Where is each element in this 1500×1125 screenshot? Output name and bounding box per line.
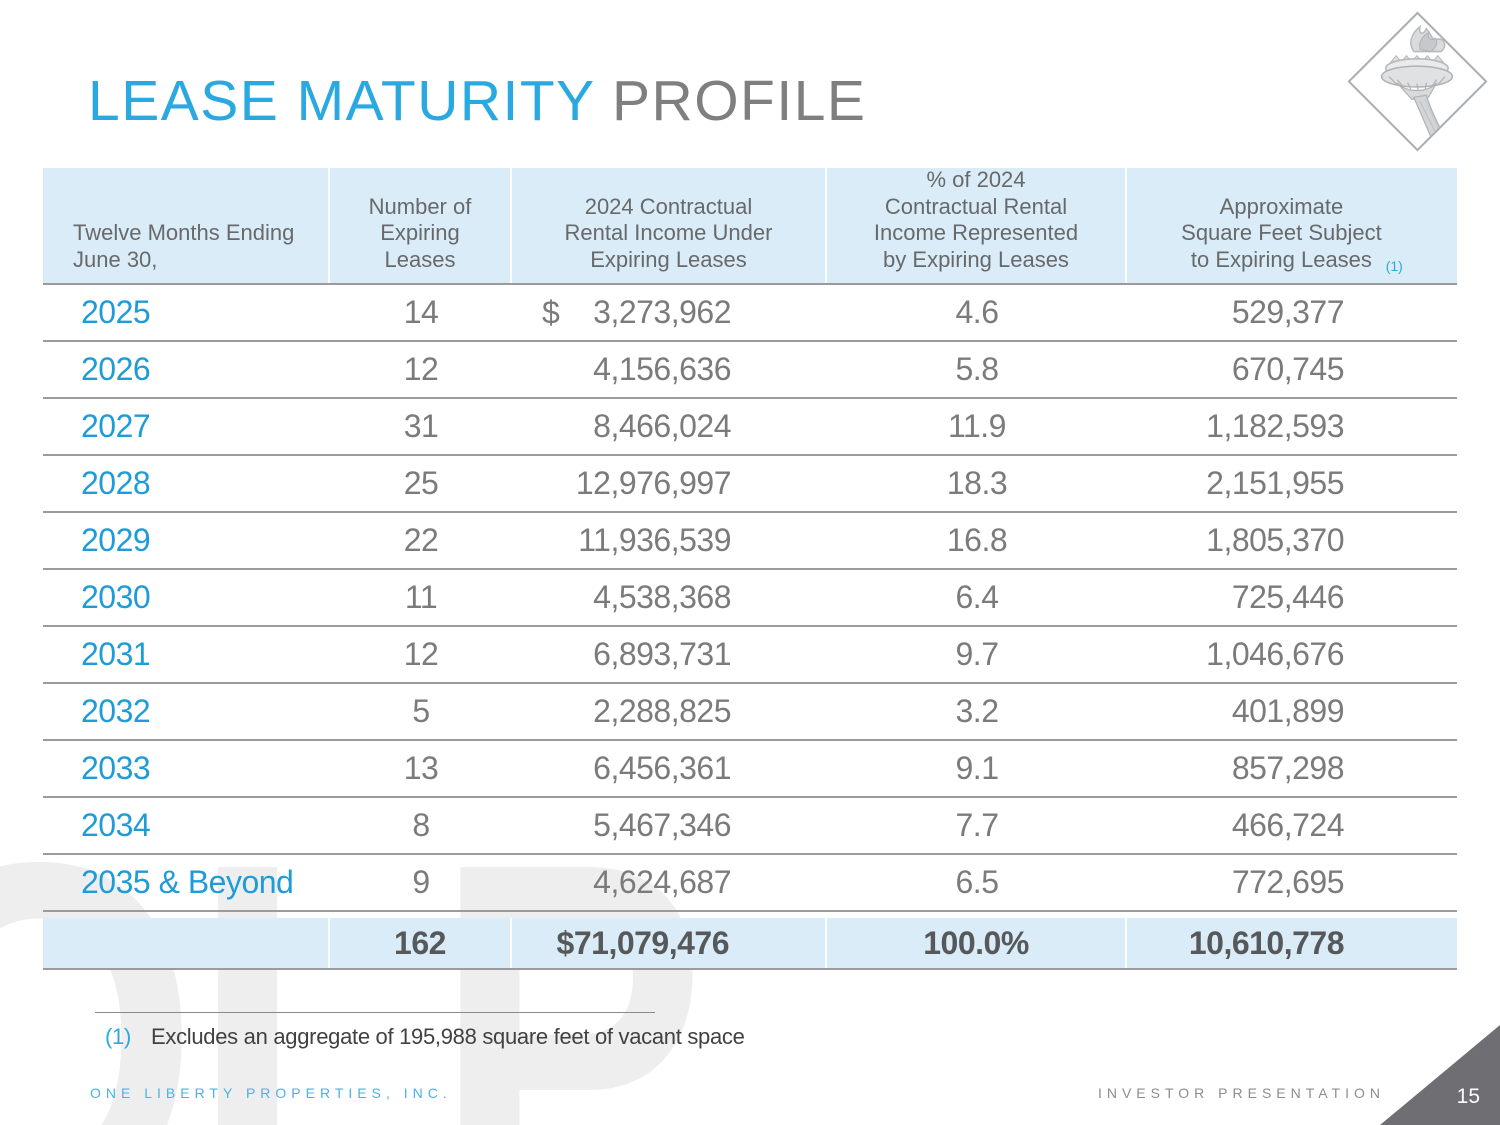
table-body: 2025 14 3,273,962 $ 4.6 529,377 2026 12 4,156,63…	[43, 285, 1457, 912]
footnote-text: Excludes an aggregate of 195,988 square …	[151, 1024, 745, 1049]
income-cell: 4,156,636	[593, 351, 731, 387]
year-cell: 2028	[81, 465, 151, 501]
year-cell: 2031	[81, 636, 151, 672]
header-square-feet: Approximate Square Feet Subject to Expir…	[1127, 168, 1457, 283]
table-row: 2034 8 5,467,346 7.7 466,724	[43, 798, 1457, 855]
leases-cell: 5	[412, 693, 430, 729]
leases-cell: 31	[403, 408, 439, 444]
income-cell: 3,273,962 $	[542, 294, 732, 330]
sqft-cell: 1,046,676	[1206, 636, 1344, 672]
leases-cell: 12	[403, 351, 439, 387]
total-label-cell	[43, 918, 330, 968]
lease-maturity-table: Twelve Months Ending June 30, Number of …	[43, 167, 1457, 970]
year-cell: 2032	[81, 693, 151, 729]
sqft-cell: 772,695	[1231, 864, 1345, 900]
sqft-cell: 857,298	[1231, 750, 1345, 786]
pct-cell: 5.8	[955, 351, 999, 387]
header-twelve-months: Twelve Months Ending June 30,	[43, 168, 330, 283]
sqft-cell: 2,151,955	[1206, 465, 1344, 501]
footnote: (1) Excludes an aggregate of 195,988 squa…	[105, 1024, 745, 1050]
total-sqft-cell: 10,610,778	[1188, 924, 1345, 961]
year-cell: 2030	[81, 579, 151, 615]
header-pct-income: % of 2024 Contractual Rental Income Repr…	[827, 167, 1127, 283]
pct-cell: 11.9	[948, 408, 1006, 444]
page-title: LEASE MATURITY PROFILE	[88, 68, 866, 134]
footnote-divider	[95, 1012, 655, 1013]
footnote-ref-icon: (1)	[1385, 258, 1403, 274]
table-row: 2028 25 12,976,997 18.3 2,151,955	[43, 456, 1457, 513]
pct-cell: 6.4	[955, 579, 999, 615]
table-row: 2031 12 6,893,731 9.7 1,046,676	[43, 627, 1457, 684]
table-row: 2035 & Beyond 9 4,624,687 6.5 772,695	[43, 855, 1457, 912]
footer-presentation-label: INVESTOR PRESENTATION	[1097, 1085, 1385, 1101]
income-cell: 12,976,997	[575, 465, 732, 501]
pct-cell: 18.3	[946, 465, 1008, 501]
table-row: 2029 22 11,936,539 16.8 1,805,370	[43, 513, 1457, 570]
income-cell: 6,456,361	[593, 750, 731, 786]
table-row: 2026 12 4,156,636 5.8 670,745	[43, 342, 1457, 399]
sqft-cell: 725,446	[1231, 579, 1345, 615]
sqft-cell: 1,805,370	[1206, 522, 1344, 558]
sqft-cell: 1,182,593	[1206, 408, 1344, 444]
year-cell: 2026	[81, 351, 151, 387]
year-cell: 2027	[81, 408, 151, 444]
sqft-cell: 401,899	[1231, 693, 1345, 729]
table-header-row: Twelve Months Ending June 30, Number of …	[43, 167, 1457, 285]
pct-cell: 4.6	[955, 294, 999, 330]
table-total-row: 162 $71,079,476 100.0% 10,610,778	[43, 918, 1457, 970]
header-number-expiring: Number of Expiring Leases	[330, 168, 512, 283]
table-row: 2033 13 6,456,361 9.1 857,298	[43, 741, 1457, 798]
sqft-cell: 466,724	[1231, 807, 1345, 843]
table-row: 2030 11 4,538,368 6.4 725,446	[43, 570, 1457, 627]
leases-cell: 12	[403, 636, 439, 672]
sqft-cell: 670,745	[1231, 351, 1345, 387]
sqft-cell: 529,377	[1231, 294, 1345, 330]
year-cell: 2035 & Beyond	[81, 864, 294, 900]
table-row: 2025 14 3,273,962 $ 4.6 529,377	[43, 285, 1457, 342]
year-cell: 2034	[81, 807, 151, 843]
total-pct-cell: 100.0%	[827, 918, 1127, 968]
total-income-cell: $71,079,476	[512, 918, 827, 968]
pct-cell: 9.1	[955, 750, 999, 786]
torch-icon	[1347, 14, 1487, 152]
pct-cell: 9.7	[955, 636, 999, 672]
corner-triangle	[1380, 1025, 1500, 1125]
leases-cell: 22	[403, 522, 439, 558]
income-cell: 11,936,539	[578, 522, 731, 558]
table-row: 2027 31 8,466,024 11.9 1,182,593	[43, 399, 1457, 456]
leases-cell: 25	[403, 465, 439, 501]
year-cell: 2029	[81, 522, 151, 558]
page-number: 15	[1456, 1085, 1480, 1108]
leases-cell: 14	[403, 294, 439, 330]
leases-cell: 13	[403, 750, 439, 786]
pct-cell: 16.8	[946, 522, 1008, 558]
income-cell: 2,288,825	[593, 693, 731, 729]
income-cell: 8,466,024	[593, 408, 731, 444]
income-cell: 5,467,346	[593, 807, 731, 843]
year-cell: 2033	[81, 750, 151, 786]
page-title-highlight: LEASE MATURITY	[88, 69, 613, 133]
leases-cell: 8	[412, 807, 430, 843]
year-cell: 2025	[81, 294, 151, 330]
table-row: 2032 5 2,288,825 3.2 401,899	[43, 684, 1457, 741]
company-logo	[1347, 11, 1488, 152]
footer-company-name: ONE LIBERTY PROPERTIES, INC.	[90, 1085, 452, 1101]
pct-cell: 7.7	[955, 807, 999, 843]
total-leases-cell: 162	[330, 918, 512, 968]
dollar-sign: $	[542, 294, 560, 330]
leases-cell: 11	[404, 579, 438, 615]
pct-cell: 6.5	[955, 864, 999, 900]
header-contractual-income: 2024 Contractual Rental Income Under Exp…	[512, 168, 827, 283]
footnote-marker: (1)	[105, 1024, 131, 1049]
pct-cell: 3.2	[955, 693, 999, 729]
income-cell: 4,538,368	[593, 579, 731, 615]
income-cell: 4,624,687	[593, 864, 731, 900]
header-square-feet-label: Approximate Square Feet Subject to Expir…	[1181, 193, 1382, 272]
leases-cell: 9	[412, 864, 430, 900]
income-cell: 6,893,731	[593, 636, 731, 672]
page-title-rest: PROFILE	[612, 69, 867, 133]
